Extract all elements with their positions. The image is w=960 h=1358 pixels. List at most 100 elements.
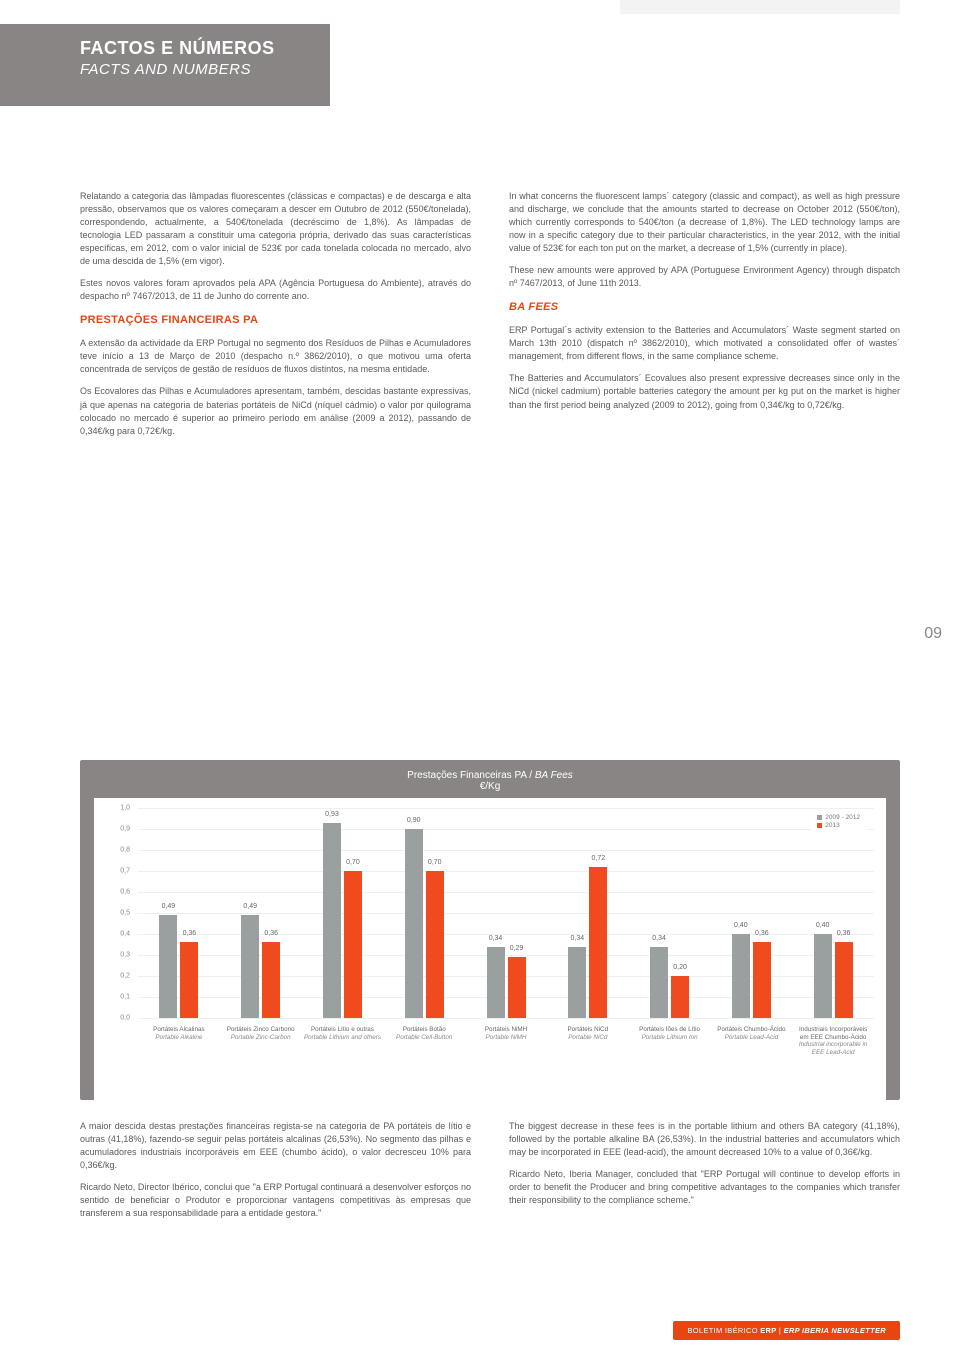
legend-label: 2009 - 2012 (825, 814, 860, 821)
gridline (138, 1018, 874, 1019)
bar-value-label: 0,93 (325, 811, 339, 818)
bar-value-label: 0,49 (243, 903, 257, 910)
decorative-top-edge (620, 0, 900, 14)
y-tick: 0,0 (120, 1015, 130, 1022)
bar-group: 0,400,36 (792, 934, 874, 1018)
para: These new amounts were approved by APA (… (509, 264, 900, 290)
para: The Batteries and Accumulators´ Ecovalue… (509, 372, 900, 411)
bar-group: 0,340,29 (465, 947, 547, 1018)
chart-title-pt: Prestações Financeiras PA / (407, 770, 532, 781)
page: FACTOS E NÚMEROS FACTS AND NUMBERS Relat… (0, 0, 960, 1358)
x-category-label: Portáteis NiMHPortable NiMH (465, 1026, 547, 1056)
footer-band: BOLETIM IBÉRICO ERP | ERP IBERIA NEWSLET… (673, 1321, 900, 1340)
bar-value-label: 0,40 (816, 922, 830, 929)
bar-value-label: 0,40 (734, 922, 748, 929)
legend-swatch (817, 815, 822, 820)
bar-group: 0,490,36 (220, 915, 302, 1018)
bar: 0,40 (732, 934, 750, 1018)
bar-group: 0,930,70 (302, 823, 384, 1018)
bar-value-label: 0,34 (652, 935, 666, 942)
chart-title-en: BA Fees (535, 770, 573, 781)
para: Relatando a categoria das lâmpadas fluor… (80, 190, 471, 268)
main-columns: Relatando a categoria das lâmpadas fluor… (80, 190, 900, 447)
y-tick: 0,2 (120, 973, 130, 980)
page-title-en: FACTS AND NUMBERS (80, 61, 308, 78)
bar-value-label: 0,72 (591, 855, 605, 862)
bar-group: 0,400,36 (710, 934, 792, 1018)
y-tick: 0,4 (120, 931, 130, 938)
bar-value-label: 0,49 (162, 903, 176, 910)
bar: 0,34 (568, 947, 586, 1018)
page-title-pt: FACTOS E NÚMEROS (80, 38, 308, 59)
bar: 0,93 (323, 823, 341, 1018)
legend-swatch (817, 823, 822, 828)
y-tick: 0,1 (120, 994, 130, 1001)
y-tick: 0,7 (120, 868, 130, 875)
y-tick: 0,5 (120, 910, 130, 917)
bar: 0,34 (487, 947, 505, 1018)
legend-item: 2013 (817, 822, 860, 829)
bar: 0,90 (405, 829, 423, 1018)
x-category-label: Industriais Incorporáveis em EEE Chumbo-… (792, 1026, 874, 1056)
para: In what concerns the fluorescent lamps´ … (509, 190, 900, 255)
bar-group: 0,900,70 (383, 829, 465, 1018)
bar-value-label: 0,20 (673, 964, 687, 971)
bar: 0,49 (159, 915, 177, 1018)
bar-group: 0,490,36 (138, 915, 220, 1018)
bottom-columns: A maior descida destas prestações financ… (80, 1120, 900, 1229)
chart-container: Prestações Financeiras PA / BA Fees €/Kg… (80, 760, 900, 1100)
chart-legend: 2009 - 2012 2013 (811, 810, 866, 833)
bar-value-label: 0,34 (489, 935, 503, 942)
bar: 0,70 (344, 871, 362, 1018)
bar-value-label: 0,36 (264, 930, 278, 937)
para: Ricardo Neto, Iberia Manager, concluded … (509, 1168, 900, 1207)
bar: 0,70 (426, 871, 444, 1018)
bar: 0,40 (814, 934, 832, 1018)
bar-value-label: 0,90 (407, 817, 421, 824)
x-axis-labels: Portáteis AlcalinasPortable Alkaline Port… (138, 1026, 874, 1056)
bar: 0,36 (180, 942, 198, 1018)
y-tick: 0,3 (120, 952, 130, 959)
y-tick: 0,8 (120, 847, 130, 854)
bar-value-label: 0,34 (570, 935, 584, 942)
legend-label: 2013 (825, 822, 839, 829)
x-category-label: Portáteis Lítio e outrasPortable Lithium… (302, 1026, 384, 1056)
footer-pt: BOLETIM IBÉRICO (687, 1326, 760, 1335)
x-category-label: Portáteis NiCdPortable NiCd (547, 1026, 629, 1056)
bottom-right-column: The biggest decrease in these fees is in… (509, 1120, 900, 1229)
x-category-label: Portáteis AlcalinasPortable Alkaline (138, 1026, 220, 1056)
chart-unit: €/Kg (480, 781, 501, 792)
legend-item: 2009 - 2012 (817, 814, 860, 821)
bottom-left-column: A maior descida destas prestações financ… (80, 1120, 471, 1229)
para: Os Ecovalores das Pilhas e Acumuladores … (80, 385, 471, 437)
x-category-label: Portáteis Iões de LítioPortable Lithium … (629, 1026, 711, 1056)
bar-group: 0,340,20 (629, 947, 711, 1018)
footer-en: ERP IBERIA NEWSLETTER (784, 1326, 886, 1335)
x-category-label: Portáteis BotãoPortable Cell-Button (383, 1026, 465, 1056)
footer-brand: ERP (760, 1326, 776, 1335)
y-tick: 0,6 (120, 889, 130, 896)
chart-plot-area: 0,00,10,20,30,40,50,60,70,80,91,0 0,490,… (94, 798, 886, 1120)
y-tick: 0,9 (120, 826, 130, 833)
bar-groups: 0,490,360,490,360,930,700,900,700,340,29… (138, 808, 874, 1018)
page-number: 09 (924, 625, 942, 643)
bar: 0,29 (508, 957, 526, 1018)
bar: 0,49 (241, 915, 259, 1018)
bar: 0,36 (753, 942, 771, 1018)
y-tick: 1,0 (120, 805, 130, 812)
bar: 0,36 (835, 942, 853, 1018)
bar: 0,72 (589, 867, 607, 1018)
section-title-pt: PRESTAÇÕES FINANCEIRAS PA (80, 313, 471, 329)
para: A extensão da actividade da ERP Portugal… (80, 337, 471, 376)
bar-value-label: 0,70 (428, 859, 442, 866)
bar-value-label: 0,36 (837, 930, 851, 937)
left-column: Relatando a categoria das lâmpadas fluor… (80, 190, 471, 447)
footer-sep: | (777, 1326, 784, 1335)
bar: 0,20 (671, 976, 689, 1018)
bar-value-label: 0,36 (183, 930, 197, 937)
bar: 0,36 (262, 942, 280, 1018)
right-column: In what concerns the fluorescent lamps´ … (509, 190, 900, 447)
para: A maior descida destas prestações financ… (80, 1120, 471, 1172)
para: Estes novos valores foram aprovados pela… (80, 277, 471, 303)
para: ERP Portugal´s activity extension to the… (509, 324, 900, 363)
